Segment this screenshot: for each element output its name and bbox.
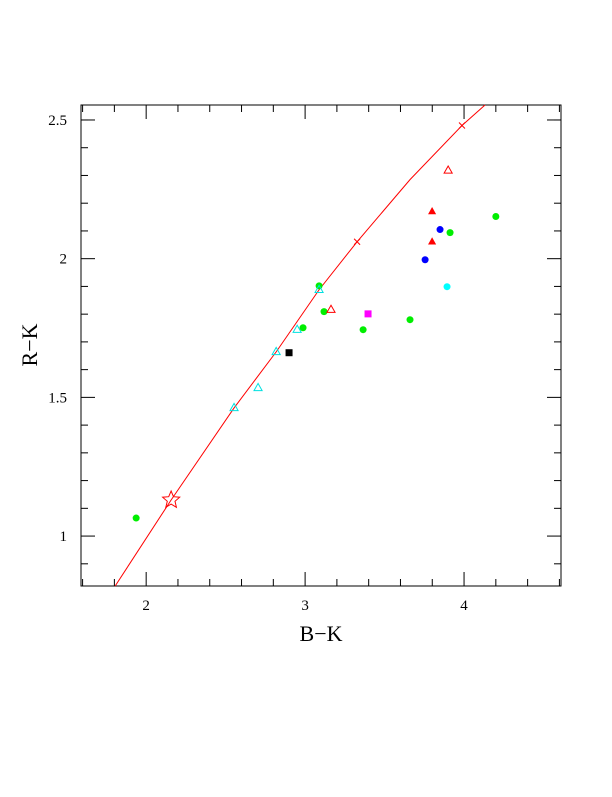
point xyxy=(285,349,293,357)
point xyxy=(492,213,500,221)
point xyxy=(359,326,367,334)
x-axis-label: B−K xyxy=(300,621,343,646)
x-tick-label: 4 xyxy=(460,598,468,614)
point xyxy=(428,207,437,215)
point xyxy=(132,514,140,522)
point xyxy=(299,324,307,332)
x-tick-label: 2 xyxy=(142,598,150,614)
point xyxy=(446,229,454,237)
y-axis-label: R−K xyxy=(17,323,42,366)
point xyxy=(326,304,336,313)
point xyxy=(161,489,181,509)
y-tick-label: 1.5 xyxy=(48,390,67,406)
y-tick-label: 2 xyxy=(60,252,68,268)
point xyxy=(428,237,437,245)
point xyxy=(320,308,328,316)
point xyxy=(292,324,303,333)
point xyxy=(443,283,451,291)
point xyxy=(443,164,454,174)
point xyxy=(314,284,324,293)
point xyxy=(271,346,282,356)
y-tick-label: 2.5 xyxy=(48,113,67,129)
point xyxy=(436,226,444,234)
x-tick-label: 3 xyxy=(301,598,309,614)
plot-frame xyxy=(80,104,562,587)
point xyxy=(253,382,263,392)
point xyxy=(353,238,361,246)
y-tick-label: 1 xyxy=(60,529,68,545)
point xyxy=(229,402,239,412)
curve xyxy=(114,104,486,587)
point xyxy=(421,256,429,264)
point xyxy=(406,316,414,324)
point xyxy=(458,122,466,129)
point xyxy=(364,310,372,318)
